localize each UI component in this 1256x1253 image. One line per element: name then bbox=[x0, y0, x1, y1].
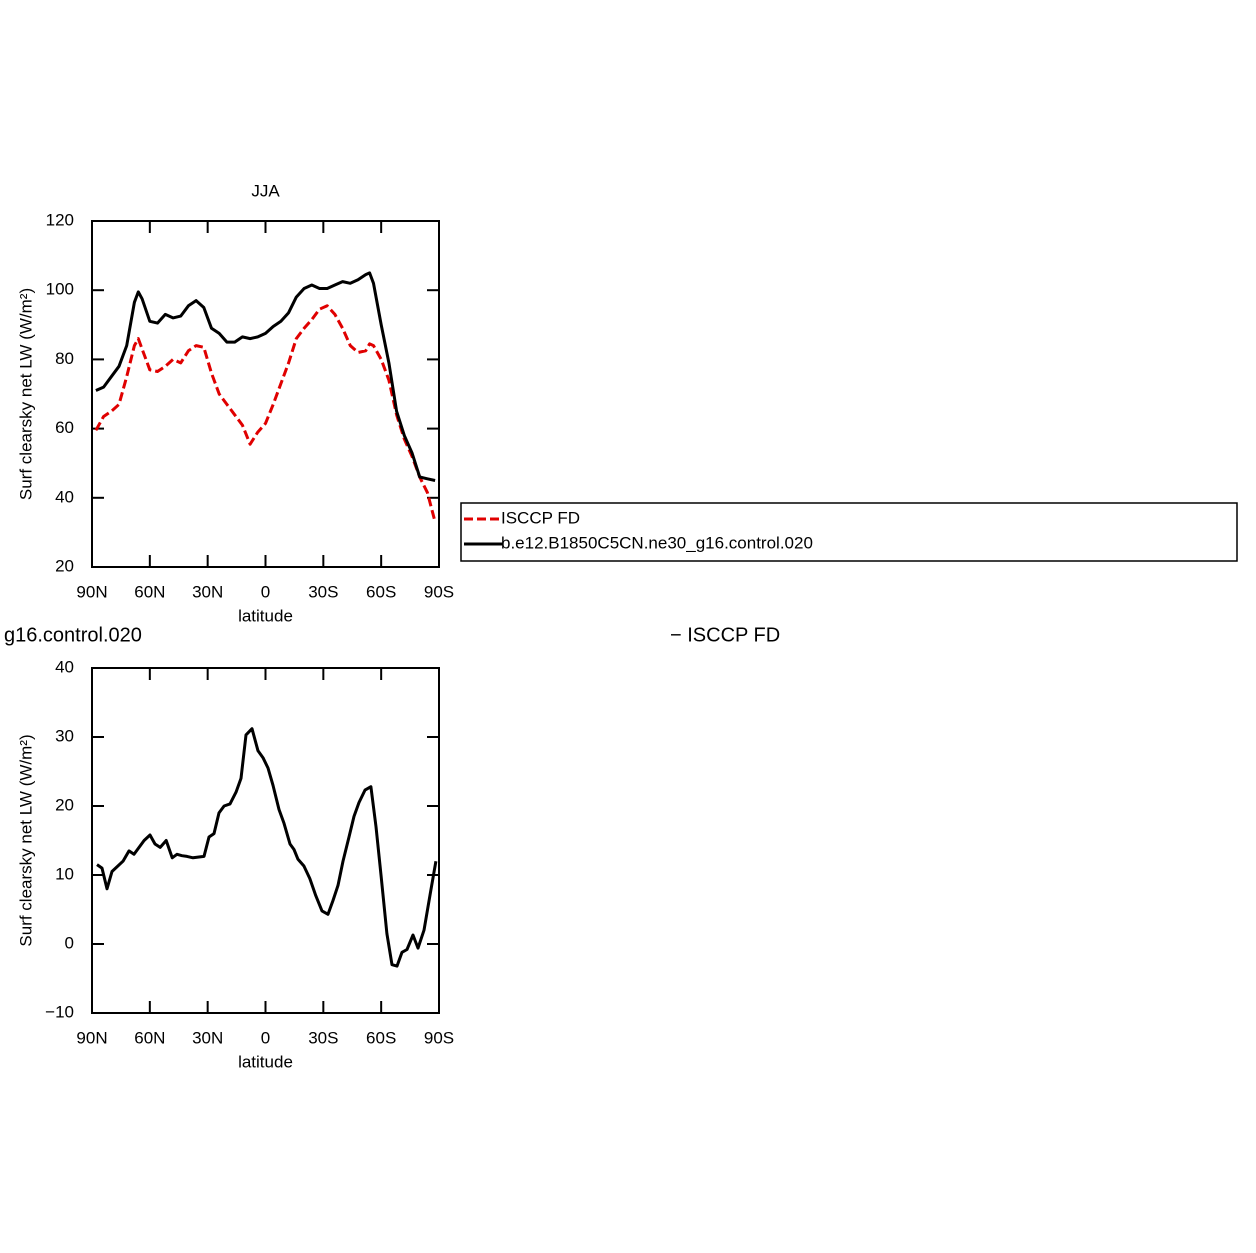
y-tick-label: 0 bbox=[65, 933, 74, 952]
x-axis-label: latitude bbox=[238, 606, 293, 625]
chart-title-left: g16.control.020 bbox=[4, 624, 142, 646]
x-tick-label: 90S bbox=[424, 582, 454, 601]
x-tick-label: 60N bbox=[134, 582, 165, 601]
y-tick-label: 20 bbox=[55, 795, 74, 814]
y-axis-label: Surf clearsky net LW (W/m²) bbox=[16, 734, 35, 946]
x-tick-label: 60S bbox=[366, 1028, 396, 1047]
y-tick-label: 120 bbox=[46, 210, 74, 229]
y-tick-label: 40 bbox=[55, 657, 74, 676]
data-line bbox=[96, 727, 438, 968]
y-tick-label: 20 bbox=[55, 556, 74, 575]
y-axis-label: Surf clearsky net LW (W/m²) bbox=[16, 288, 35, 500]
x-axis-label: latitude bbox=[238, 1052, 293, 1071]
y-tick-label: 60 bbox=[55, 418, 74, 437]
x-tick-label: 60S bbox=[366, 582, 396, 601]
y-tick-label: 40 bbox=[55, 487, 74, 506]
y-tick-label: 10 bbox=[55, 864, 74, 883]
x-tick-label: 30S bbox=[308, 1028, 338, 1047]
x-tick-label: 90S bbox=[424, 1028, 454, 1047]
plot-frame bbox=[91, 220, 440, 568]
x-tick-label: 30S bbox=[308, 582, 338, 601]
y-tick-label: 100 bbox=[46, 280, 74, 299]
x-tick-label: 0 bbox=[261, 582, 270, 601]
x-tick-label: 30N bbox=[192, 1028, 223, 1047]
chart-title: JJA bbox=[251, 181, 280, 200]
x-tick-label: 90N bbox=[76, 582, 107, 601]
y-tick-label: 30 bbox=[55, 726, 74, 745]
plot-frame bbox=[91, 667, 440, 1014]
chart-title-right: − ISCCP FD bbox=[670, 624, 780, 646]
legend-label: b.e12.B1850C5CN.ne30_g16.control.020 bbox=[501, 533, 813, 552]
x-tick-label: 0 bbox=[261, 1028, 270, 1047]
x-tick-label: 60N bbox=[134, 1028, 165, 1047]
x-tick-label: 30N bbox=[192, 582, 223, 601]
data-line bbox=[95, 271, 436, 482]
legend-label: ISCCP FD bbox=[501, 508, 580, 527]
y-tick-label: 80 bbox=[55, 349, 74, 368]
x-tick-label: 90N bbox=[76, 1028, 107, 1047]
y-tick-label: −10 bbox=[45, 1002, 74, 1021]
data-line bbox=[94, 304, 437, 523]
legend-box bbox=[460, 502, 1238, 562]
